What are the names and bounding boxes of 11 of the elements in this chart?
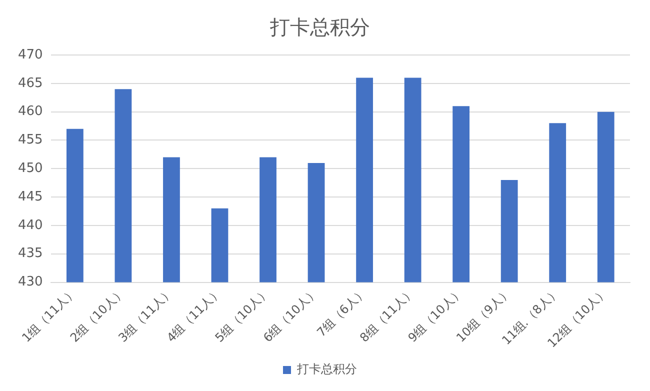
y-tick-label: 470 — [18, 47, 43, 62]
y-tick-label: 430 — [18, 274, 43, 290]
chart-title: 打卡总积分 — [269, 15, 370, 40]
legend-label: 打卡总积分 — [296, 362, 357, 376]
y-tick-label: 445 — [18, 189, 43, 204]
y-tick-label: 455 — [18, 132, 43, 148]
y-tick-label: 465 — [18, 76, 43, 91]
y-tick-label: 450 — [18, 161, 43, 176]
y-tick-label: 435 — [18, 246, 43, 262]
y-tick-label: 440 — [18, 218, 43, 233]
y-tick-label: 460 — [18, 104, 43, 120]
